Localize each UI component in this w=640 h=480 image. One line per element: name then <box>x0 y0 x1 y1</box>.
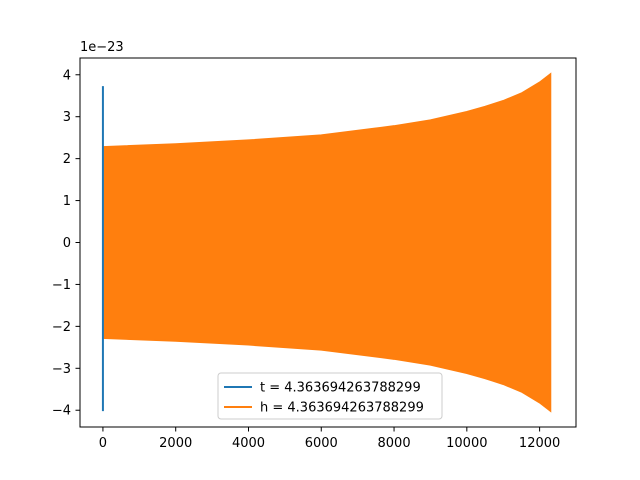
x-tick-label-4: 8000 <box>378 436 411 451</box>
series-1 <box>102 72 552 413</box>
y-tick-label-6: 2 <box>63 152 71 167</box>
x-tick-label-1: 2000 <box>159 436 192 451</box>
y-tick-label-8: 4 <box>63 68 71 83</box>
legend: t = 4.363694263788299 h = 4.3636942637882… <box>217 372 443 420</box>
x-tick-label-6: 12000 <box>519 436 560 451</box>
x-tick-label-3: 6000 <box>305 436 338 451</box>
x-tick-label-2: 4000 <box>232 436 265 451</box>
y-tick-label-7: 3 <box>63 110 71 125</box>
y-tick-label-3: −1 <box>52 278 71 293</box>
y-tick-label-0: −4 <box>52 404 71 419</box>
y-axis: −4 −3 −2 −1 0 1 2 3 4 <box>52 68 80 419</box>
y-tick-label-4: 0 <box>63 236 71 251</box>
legend-label-0: t = 4.363694263788299 <box>260 381 421 396</box>
legend-box <box>217 372 443 420</box>
y-tick-label-5: 1 <box>63 194 71 209</box>
x-tick-label-0: 0 <box>99 436 107 451</box>
y-tick-label-2: −2 <box>52 320 71 335</box>
plot-area <box>101 72 552 413</box>
x-axis: 0 2000 4000 6000 8000 10000 12000 <box>99 427 560 451</box>
y-tick-label-1: −3 <box>52 362 71 377</box>
series-1-band <box>102 72 552 413</box>
y-offset-label: 1e−23 <box>80 40 124 55</box>
legend-label-1: h = 4.363694263788299 <box>260 401 424 416</box>
x-tick-label-5: 10000 <box>446 436 487 451</box>
axes-frame <box>79 57 577 428</box>
